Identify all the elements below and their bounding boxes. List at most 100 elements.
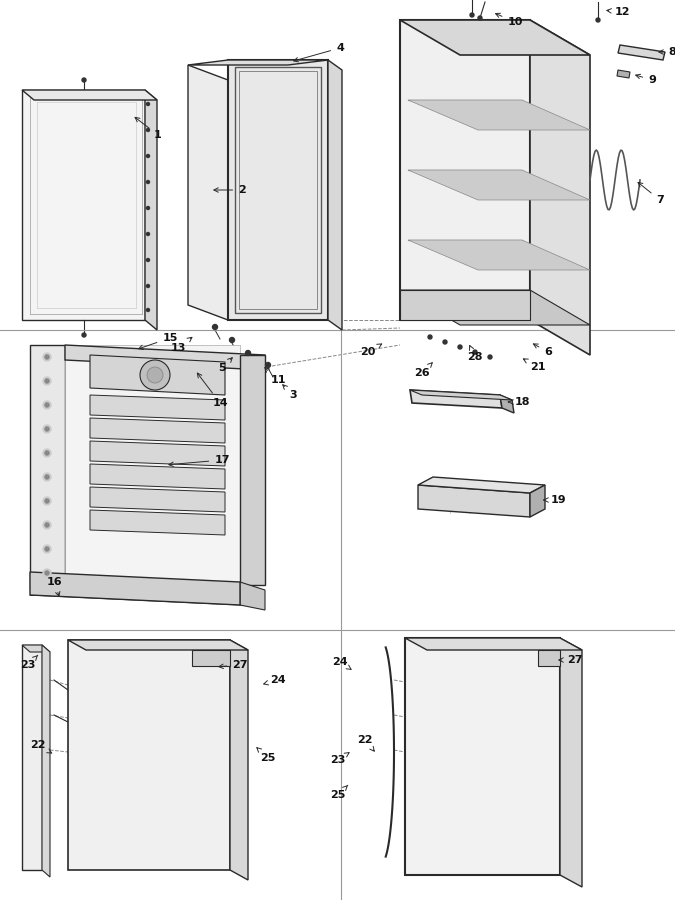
Circle shape — [596, 18, 600, 22]
Polygon shape — [418, 477, 545, 493]
Circle shape — [230, 338, 234, 343]
Polygon shape — [405, 638, 560, 875]
Circle shape — [146, 129, 149, 131]
Circle shape — [265, 363, 271, 367]
Polygon shape — [530, 20, 590, 355]
Circle shape — [146, 206, 149, 210]
Circle shape — [45, 403, 49, 407]
Circle shape — [45, 499, 49, 503]
Circle shape — [146, 284, 149, 287]
Polygon shape — [22, 90, 145, 320]
Polygon shape — [90, 510, 225, 535]
Text: 6: 6 — [533, 344, 552, 357]
Text: 28: 28 — [467, 346, 483, 362]
Polygon shape — [418, 485, 530, 517]
Text: 12: 12 — [607, 7, 630, 17]
Polygon shape — [30, 345, 65, 590]
Polygon shape — [408, 100, 590, 130]
Circle shape — [43, 521, 51, 529]
Circle shape — [43, 497, 51, 505]
Text: 27: 27 — [559, 655, 583, 665]
Polygon shape — [400, 290, 530, 320]
Circle shape — [45, 571, 49, 575]
Text: 18: 18 — [508, 397, 530, 407]
Circle shape — [43, 353, 51, 361]
Polygon shape — [90, 487, 225, 512]
Circle shape — [147, 367, 163, 383]
Circle shape — [458, 345, 462, 349]
Text: 25: 25 — [256, 748, 275, 763]
Polygon shape — [538, 650, 560, 666]
Text: 4: 4 — [294, 43, 344, 62]
Polygon shape — [560, 638, 582, 887]
Text: 22: 22 — [357, 735, 375, 752]
Text: 1: 1 — [135, 117, 162, 140]
Polygon shape — [22, 90, 157, 100]
Polygon shape — [68, 640, 230, 870]
Polygon shape — [328, 60, 342, 330]
Circle shape — [488, 355, 492, 359]
Circle shape — [443, 340, 447, 344]
Circle shape — [43, 473, 51, 481]
Polygon shape — [410, 390, 502, 408]
Text: 24: 24 — [332, 657, 351, 670]
Polygon shape — [90, 418, 225, 443]
Polygon shape — [405, 638, 582, 650]
Text: 13: 13 — [170, 338, 192, 353]
Circle shape — [45, 427, 49, 431]
Text: 27: 27 — [219, 660, 248, 670]
Circle shape — [146, 258, 149, 262]
Text: 22: 22 — [30, 740, 52, 753]
Circle shape — [45, 379, 49, 383]
Polygon shape — [90, 395, 225, 420]
Text: 9: 9 — [636, 75, 656, 85]
Text: 2: 2 — [214, 185, 246, 195]
Circle shape — [45, 523, 49, 527]
Text: 24: 24 — [264, 675, 286, 685]
Circle shape — [213, 325, 217, 329]
Polygon shape — [30, 595, 265, 605]
Circle shape — [43, 449, 51, 457]
Polygon shape — [68, 640, 248, 650]
Polygon shape — [410, 390, 512, 400]
Circle shape — [43, 377, 51, 385]
Circle shape — [82, 333, 86, 337]
Polygon shape — [90, 441, 225, 466]
Polygon shape — [228, 60, 328, 320]
Polygon shape — [192, 650, 230, 666]
Text: 23: 23 — [330, 752, 349, 765]
Circle shape — [146, 309, 149, 311]
Polygon shape — [188, 65, 228, 320]
Polygon shape — [408, 240, 590, 270]
Circle shape — [246, 350, 250, 356]
Text: 16: 16 — [47, 577, 63, 597]
Polygon shape — [240, 582, 265, 610]
Text: 7: 7 — [638, 183, 664, 205]
Polygon shape — [530, 485, 545, 517]
Circle shape — [45, 547, 49, 551]
Polygon shape — [618, 45, 665, 60]
Circle shape — [43, 569, 51, 577]
Text: 19: 19 — [544, 495, 566, 505]
Polygon shape — [22, 645, 42, 870]
Polygon shape — [30, 572, 240, 605]
Polygon shape — [145, 90, 157, 330]
Polygon shape — [408, 170, 590, 200]
Circle shape — [45, 355, 49, 359]
Polygon shape — [400, 20, 530, 320]
Text: 11: 11 — [265, 367, 286, 385]
Text: 15: 15 — [138, 333, 178, 349]
Circle shape — [146, 181, 149, 184]
Circle shape — [45, 475, 49, 479]
Text: 26: 26 — [414, 363, 432, 378]
Polygon shape — [400, 20, 590, 55]
Circle shape — [146, 103, 149, 105]
Polygon shape — [22, 645, 50, 652]
Text: 21: 21 — [523, 359, 546, 372]
Circle shape — [470, 13, 474, 17]
Polygon shape — [500, 395, 514, 413]
Polygon shape — [90, 464, 225, 489]
Circle shape — [82, 78, 86, 82]
Text: 14: 14 — [197, 374, 227, 408]
Circle shape — [43, 401, 51, 409]
